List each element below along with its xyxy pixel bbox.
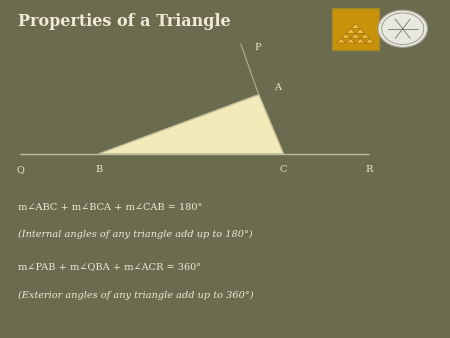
Polygon shape xyxy=(351,24,360,28)
Polygon shape xyxy=(365,39,374,43)
Polygon shape xyxy=(356,39,364,43)
Polygon shape xyxy=(351,34,360,38)
Text: B: B xyxy=(95,165,103,174)
Polygon shape xyxy=(346,29,355,33)
Text: P: P xyxy=(254,43,261,52)
Polygon shape xyxy=(342,34,350,38)
Text: m∠ABC + m∠BCA + m∠CAB = 180°: m∠ABC + m∠BCA + m∠CAB = 180° xyxy=(18,203,202,212)
Text: R: R xyxy=(365,165,373,174)
Text: Properties of a Triangle: Properties of a Triangle xyxy=(18,14,230,30)
Polygon shape xyxy=(346,39,355,43)
Text: (Internal angles of any triangle add up to 180°): (Internal angles of any triangle add up … xyxy=(18,231,252,239)
Polygon shape xyxy=(337,39,346,43)
Text: (Exterior angles of any triangle add up to 360°): (Exterior angles of any triangle add up … xyxy=(18,291,253,300)
Polygon shape xyxy=(356,29,364,33)
Circle shape xyxy=(378,10,428,47)
Text: m∠PAB + m∠QBA + m∠ACR = 360°: m∠PAB + m∠QBA + m∠ACR = 360° xyxy=(18,263,201,271)
FancyBboxPatch shape xyxy=(332,8,379,50)
Polygon shape xyxy=(361,34,369,38)
Text: Q: Q xyxy=(16,165,24,174)
Polygon shape xyxy=(99,95,284,154)
Text: C: C xyxy=(280,165,287,174)
Text: A: A xyxy=(274,83,282,92)
